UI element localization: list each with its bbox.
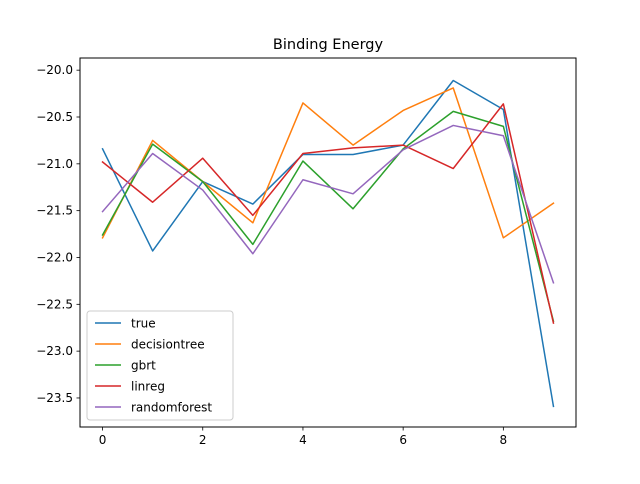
series-layer (101, 79, 555, 408)
y-tick-label: −21.0 (36, 157, 73, 171)
y-tick-label: −21.5 (36, 204, 73, 218)
series-line-true (101, 79, 555, 408)
y-tick-label: −23.5 (36, 391, 73, 405)
x-axis: 0 2 4 6 8 (99, 427, 507, 447)
x-tick-label: 4 (299, 433, 307, 447)
y-tick-label: −22.0 (36, 250, 73, 264)
x-tick-label: 2 (199, 433, 207, 447)
x-tick-label: 6 (399, 433, 407, 447)
y-tick-label: −20.0 (36, 63, 73, 77)
x-tick-label: 8 (500, 433, 508, 447)
legend-label-decisiontree: decisiontree (131, 338, 205, 352)
legend-label-gbrt: gbrt (131, 359, 156, 373)
axes-frame (79, 57, 577, 428)
chart-title: Binding Energy (273, 37, 384, 53)
series-line-linreg (101, 103, 555, 324)
legend: true decisiontree gbrt linreg randomforest (86, 310, 234, 421)
series-line-decisiontree (101, 87, 555, 239)
y-tick-label: −23.0 (36, 344, 73, 358)
y-tick-label: −20.5 (36, 110, 73, 124)
y-tick-label: −22.5 (36, 297, 73, 311)
x-tick-label: 0 (99, 433, 107, 447)
legend-box (86, 310, 234, 421)
series-line-randomforest (101, 124, 555, 284)
y-axis: −20.0 −20.5 −21.0 −21.5 −22.0 −22.5 −23.0 −23.5 (36, 63, 80, 405)
legend-label-true: true (131, 317, 156, 331)
legend-label-randomforest: randomforest (131, 401, 212, 415)
legend-label-linreg: linreg (131, 380, 165, 394)
series-line-gbrt (101, 110, 555, 323)
